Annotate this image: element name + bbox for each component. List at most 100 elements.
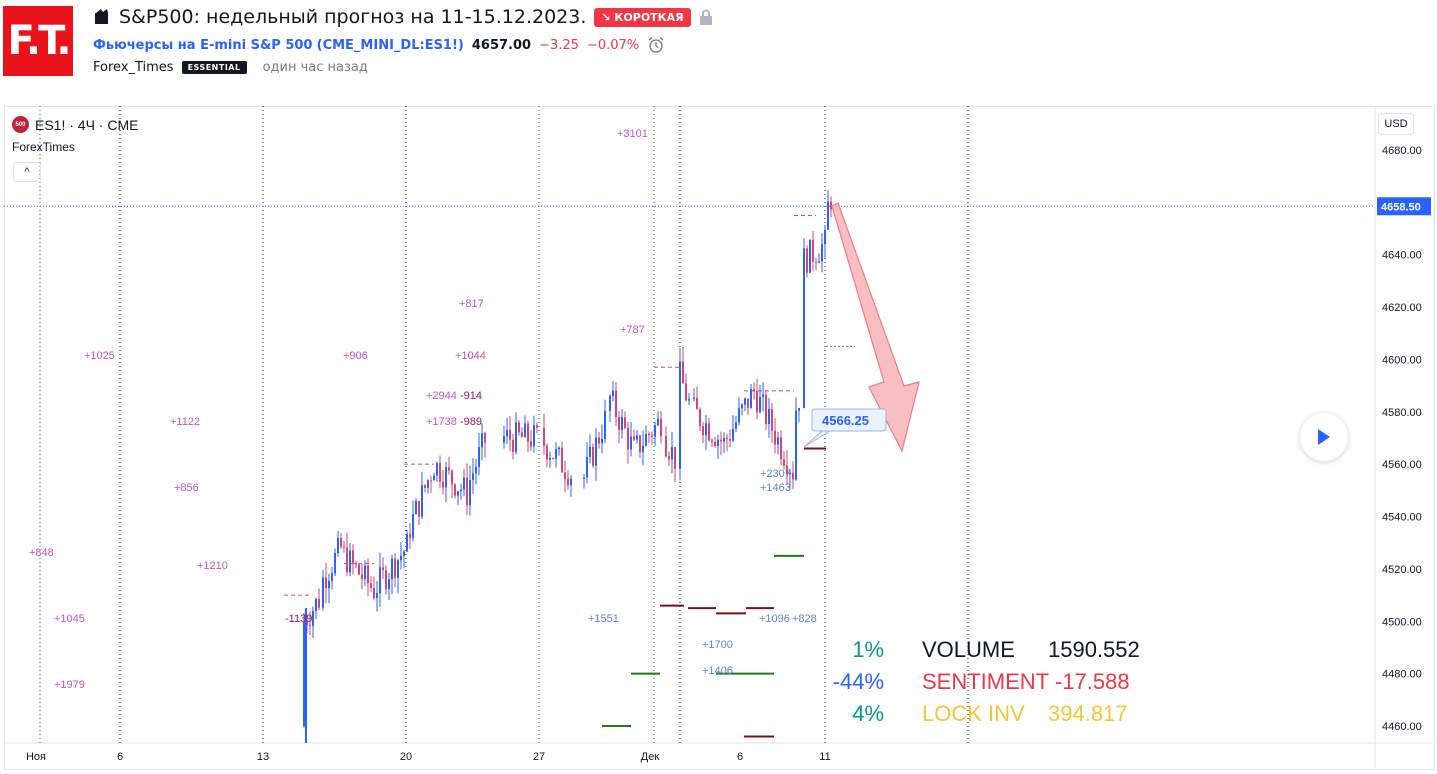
candle-body xyxy=(373,587,375,599)
stat-percent: 1% xyxy=(852,637,884,662)
author-name[interactable]: Forex_Times xyxy=(93,60,174,75)
price-tick-label: 4480.00 xyxy=(1382,669,1422,681)
candle-body xyxy=(639,435,641,453)
price-tick-label: 4540.00 xyxy=(1382,512,1422,524)
candle-body xyxy=(705,423,707,436)
candle-body xyxy=(679,361,681,469)
candle-body xyxy=(753,389,755,391)
candle-body xyxy=(367,565,369,584)
candle-body xyxy=(723,437,725,442)
candle-body xyxy=(506,430,508,437)
candle-body xyxy=(451,470,453,485)
candle-body xyxy=(654,425,656,437)
candle-body xyxy=(624,417,626,428)
forex-times-logo[interactable]: F.T. xyxy=(3,6,73,76)
candle-body xyxy=(803,248,805,409)
price-chart[interactable]: 4680.004660.004640.004620.004600.004580.… xyxy=(4,106,1433,768)
volume-annotation: +856 xyxy=(174,482,199,494)
candle-body xyxy=(609,396,611,411)
candle-body xyxy=(708,423,710,441)
volume-annotation: +3101 xyxy=(617,128,648,140)
candle-body xyxy=(409,534,411,538)
candle-body xyxy=(598,437,600,444)
candle-body xyxy=(403,551,405,556)
candle-body xyxy=(771,408,773,431)
candle-body xyxy=(400,555,402,561)
price-change-pct: −0.07% xyxy=(586,37,640,53)
volume-annotation: -1139 xyxy=(285,613,312,625)
volume-annotation: +1096 xyxy=(759,613,790,625)
candle-body xyxy=(472,473,474,480)
candle-body xyxy=(685,383,687,401)
symbol-name[interactable]: Фьючерсы на E-mini S&P 500 xyxy=(93,37,313,53)
candle-body xyxy=(352,550,354,563)
candle-body xyxy=(668,456,670,460)
play-button[interactable] xyxy=(1300,413,1348,461)
candle-body xyxy=(530,441,532,447)
candle-body xyxy=(546,445,548,460)
candle-body xyxy=(783,459,785,466)
candle-body xyxy=(711,440,713,442)
alarm-clock-icon[interactable] xyxy=(647,36,665,54)
time-tick-label: Ноя xyxy=(26,751,46,763)
candle-body xyxy=(379,567,381,594)
candle-body xyxy=(424,485,426,488)
candle-body xyxy=(583,477,585,479)
volume-annotation: +1551 xyxy=(588,613,619,625)
stat-percent: -44% xyxy=(832,669,884,694)
candle-body xyxy=(394,558,396,578)
candle-body xyxy=(762,394,764,397)
candle-body xyxy=(454,484,456,496)
candle-body xyxy=(445,467,447,488)
candle-body xyxy=(340,537,342,547)
candle-body xyxy=(521,432,523,438)
candle-body xyxy=(318,598,320,608)
last-price: 4657.00 xyxy=(471,37,532,53)
candle-body xyxy=(657,418,659,426)
candle-body xyxy=(515,422,517,453)
candle-body xyxy=(651,435,653,437)
volume-annotation: +2307 xyxy=(760,468,791,480)
candle-body xyxy=(382,567,384,571)
candle-body xyxy=(475,466,477,474)
candle-body xyxy=(322,577,324,608)
stat-label: VOLUME xyxy=(922,637,1015,662)
candle-body xyxy=(427,480,429,488)
collapse-legend-button[interactable]: ^ xyxy=(13,162,41,182)
volume-annotation: -914 xyxy=(460,390,482,402)
candle-body xyxy=(484,433,486,443)
candle-body xyxy=(660,418,662,437)
candle-body xyxy=(388,579,390,590)
price-tick-label: 4560.00 xyxy=(1382,459,1422,471)
candle-body xyxy=(430,480,432,482)
symbol-link[interactable]: Фьючерсы на E-mini S&P 500 (CME_MINI_DL:… xyxy=(93,38,464,53)
time-tick-label: 6 xyxy=(117,751,123,763)
candle-body xyxy=(549,457,551,460)
indicator-name[interactable]: ForexTimes xyxy=(12,140,75,154)
candle-body xyxy=(448,467,450,471)
candle-body xyxy=(621,417,623,431)
candle-body xyxy=(331,573,333,581)
candle-body xyxy=(376,593,378,599)
candle-body xyxy=(806,248,808,273)
candle-body xyxy=(777,437,779,445)
candle-body xyxy=(391,558,393,580)
chart-legend-symbol[interactable]: 500 ES1! · 4Ч · CME xyxy=(12,116,138,133)
candle-body xyxy=(595,437,597,466)
logo-text: F.T. xyxy=(7,18,71,64)
candle-body xyxy=(738,408,740,423)
candle-body xyxy=(370,583,372,588)
candle-body xyxy=(627,427,629,450)
candle-body xyxy=(460,489,462,492)
candle-body xyxy=(741,404,743,409)
candle-body xyxy=(561,447,563,473)
currency-button[interactable]: USD xyxy=(1378,113,1414,135)
symbol-code[interactable]: (CME_MINI_DL:ES1!) xyxy=(316,37,464,53)
candle-body xyxy=(821,244,823,262)
volume-annotation: +848 xyxy=(29,547,54,559)
candle-body xyxy=(469,479,471,505)
short-badge: ↘ КОРОТКАЯ xyxy=(594,7,691,27)
candle-body xyxy=(552,457,554,459)
candle-body xyxy=(726,437,728,440)
candle-body xyxy=(397,560,399,578)
